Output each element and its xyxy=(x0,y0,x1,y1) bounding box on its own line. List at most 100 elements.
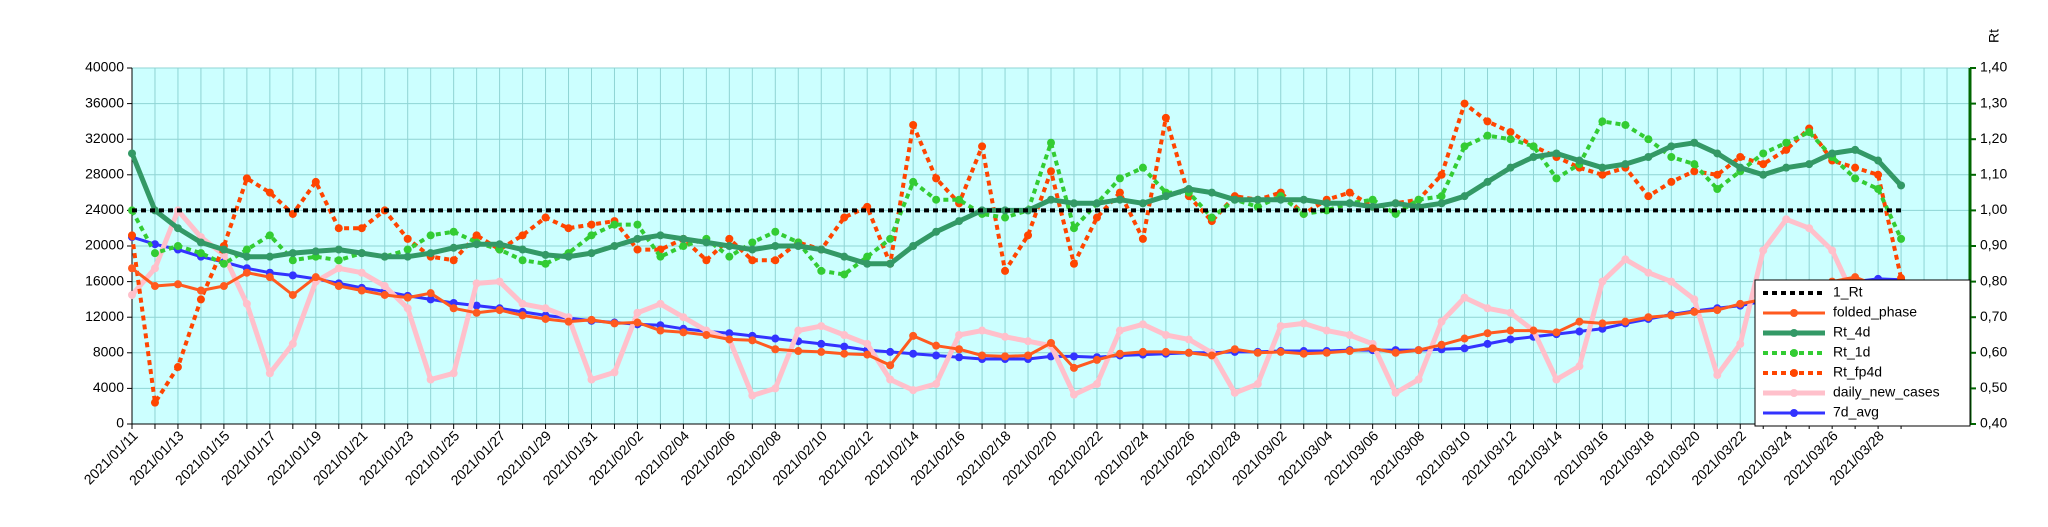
legend-marker xyxy=(1790,389,1798,397)
series-marker xyxy=(1552,174,1561,183)
series-marker xyxy=(173,363,182,372)
series-marker xyxy=(771,345,780,354)
series-marker xyxy=(725,234,734,243)
legend-marker xyxy=(1790,369,1798,377)
series-marker xyxy=(840,331,849,339)
series-marker xyxy=(1047,138,1055,147)
series-marker xyxy=(1391,199,1400,208)
series-marker xyxy=(955,217,964,226)
series-marker xyxy=(656,231,665,240)
series-marker xyxy=(1874,185,1883,194)
series-marker xyxy=(1667,177,1676,186)
series-marker xyxy=(1736,339,1745,348)
series-marker xyxy=(288,339,297,348)
series-marker xyxy=(564,317,573,326)
series-marker xyxy=(1276,322,1285,331)
series-marker xyxy=(403,245,412,254)
series-marker xyxy=(449,369,458,378)
series-marker xyxy=(426,289,435,298)
series-marker xyxy=(472,301,481,310)
series-marker xyxy=(978,142,987,151)
series-marker xyxy=(886,375,895,384)
legend-label: folded_phase xyxy=(1833,304,1917,320)
series-marker xyxy=(725,252,734,261)
series-marker xyxy=(1322,348,1331,357)
series-marker xyxy=(1897,181,1906,190)
series-marker xyxy=(265,369,274,378)
series-marker xyxy=(357,268,366,277)
series-marker xyxy=(1782,145,1791,154)
series-marker xyxy=(1230,195,1239,204)
series-marker xyxy=(357,249,366,258)
series-marker xyxy=(242,245,251,254)
series-marker xyxy=(1782,163,1791,172)
series-marker xyxy=(541,314,550,323)
series-marker xyxy=(1851,145,1860,154)
series-marker xyxy=(1115,174,1124,183)
series-marker xyxy=(932,351,941,360)
series-marker xyxy=(1667,153,1676,161)
series-marker xyxy=(679,242,688,250)
series-marker xyxy=(1460,334,1469,343)
series-marker xyxy=(472,308,481,317)
legend-label: 7d_avg xyxy=(1833,404,1879,420)
series-marker xyxy=(1506,308,1515,317)
series-marker xyxy=(1460,99,1469,108)
series-marker xyxy=(1391,388,1400,397)
series-marker xyxy=(1851,174,1860,183)
series-marker xyxy=(955,331,964,339)
series-marker xyxy=(196,295,205,304)
series-marker xyxy=(1483,177,1492,186)
series-marker xyxy=(196,249,205,258)
series-marker xyxy=(1598,163,1607,172)
series-marker xyxy=(426,295,435,304)
y2-tick-label: 1,20 xyxy=(1980,130,2007,146)
series-marker xyxy=(1184,335,1193,344)
series-marker xyxy=(1024,351,1033,360)
series-marker xyxy=(1001,332,1010,341)
series-marker xyxy=(1644,268,1653,277)
series-marker xyxy=(817,245,826,254)
series-marker xyxy=(1322,326,1331,335)
series-marker xyxy=(173,242,182,250)
series-marker xyxy=(1138,234,1147,243)
series-marker xyxy=(1690,307,1699,316)
series-marker xyxy=(564,224,573,233)
series-marker xyxy=(495,306,504,315)
series-marker xyxy=(587,249,596,258)
series-marker xyxy=(1001,352,1010,361)
series-marker xyxy=(725,335,734,344)
series-marker xyxy=(840,213,849,222)
series-marker xyxy=(1598,117,1607,126)
series-marker xyxy=(1483,304,1492,313)
series-marker xyxy=(771,242,780,250)
y2-tick-label: 1,10 xyxy=(1980,166,2007,182)
series-marker xyxy=(1598,277,1607,286)
series-marker xyxy=(955,345,964,354)
y2-tick-label: 0,40 xyxy=(1980,415,2007,431)
y-tick-label: 16000 xyxy=(85,272,124,288)
y-tick-label: 28000 xyxy=(85,166,124,182)
series-marker xyxy=(702,331,711,339)
series-marker xyxy=(150,264,159,273)
series-marker xyxy=(1024,337,1033,346)
y-tick-label: 20000 xyxy=(85,237,124,253)
series-marker xyxy=(1345,188,1354,197)
series-marker xyxy=(403,304,412,313)
series-marker xyxy=(702,256,711,265)
series-marker xyxy=(863,339,872,348)
series-marker xyxy=(955,353,964,362)
series-marker xyxy=(1069,352,1078,361)
series-marker xyxy=(1092,379,1101,388)
series-marker xyxy=(1161,347,1170,356)
legend-marker xyxy=(1790,409,1798,417)
series-marker xyxy=(128,264,136,273)
series-marker xyxy=(1621,255,1630,264)
series-marker xyxy=(978,351,987,360)
series-marker xyxy=(587,375,596,384)
series-marker xyxy=(1575,327,1584,336)
series-marker xyxy=(1713,185,1722,194)
y2-tick-label: 0,70 xyxy=(1980,308,2007,324)
series-marker xyxy=(817,322,826,331)
series-marker xyxy=(541,250,550,259)
